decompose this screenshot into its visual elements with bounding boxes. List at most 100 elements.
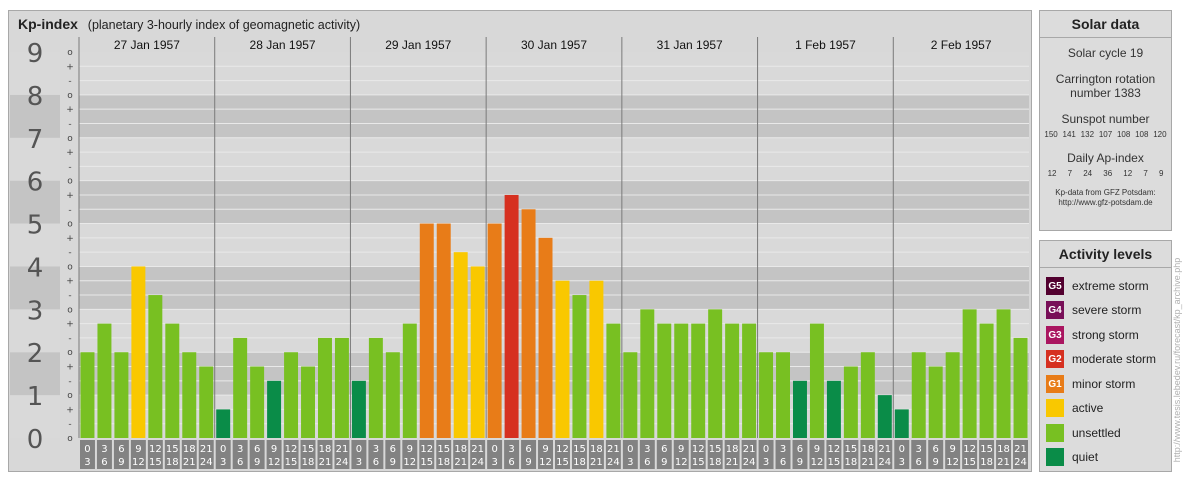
day-label: 27 Jan 1957 [114,38,180,52]
x-interval-end: 15 [149,457,162,468]
sub-tick-label: + [66,277,74,287]
kp-bar [97,323,112,438]
x-interval-start: 0 [84,444,90,455]
legend-item-g1: G1 minor storm [1046,375,1135,393]
x-interval-cell [181,440,197,469]
x-interval-cell [843,440,859,469]
sub-tick-label: - [68,162,71,172]
kp-bar [911,352,926,438]
x-interval-cell [826,440,842,469]
x-interval-start: 12 [963,444,976,455]
x-interval-cell [300,440,316,469]
x-interval-start: 0 [220,444,226,455]
kp-bar [470,266,485,438]
kp-bar [691,323,706,438]
y-band [10,395,60,438]
legend-swatch: G2 [1046,350,1064,368]
kp-bar [487,223,502,438]
activity-levels-panel: Activity levels G5 extreme storm G4 seve… [1039,240,1172,472]
x-interval-end: 21 [590,457,603,468]
x-interval-start: 18 [183,444,196,455]
x-interval-end: 21 [997,457,1010,468]
plot-band [79,309,1029,353]
x-interval-end: 24 [607,457,620,468]
sub-tick-label: - [68,420,71,430]
x-interval-end: 9 [661,457,667,468]
kp-bar [606,323,621,438]
x-interval-end: 6 [780,457,786,468]
kp-bar [165,323,180,438]
x-interval-end: 6 [916,457,922,468]
x-interval-end: 3 [627,457,633,468]
y-band [10,266,60,310]
watermark-text: http://www.tesis.lebedev.ru/forecast/kp_… [1172,257,1182,463]
day-label: 1 Feb 1957 [795,38,856,52]
sunspot-value: 120 [1153,130,1167,139]
x-interval-end: 24 [878,457,891,468]
x-interval-end: 15 [692,457,705,468]
sub-tick-label: + [66,105,74,115]
sub-tick-label: + [66,363,74,373]
x-interval-cell [232,440,248,469]
kp-bar [284,352,299,438]
y-tick-label: 5 [27,211,44,241]
x-interval-start: 0 [763,444,769,455]
x-interval-cell [962,440,978,469]
solar-data-panel: Solar data Solar cycle 19 Carrington rot… [1039,10,1172,231]
x-interval-cell [453,440,469,469]
x-interval-start: 21 [200,444,213,455]
day-label: 30 Jan 1957 [521,38,587,52]
x-interval-start: 15 [980,444,993,455]
y-band [10,352,60,396]
x-interval-cell [911,440,927,469]
x-interval-cell [266,440,282,469]
x-interval-cell [96,440,112,469]
y-band [10,137,60,181]
x-interval-start: 3 [373,444,379,455]
x-interval-start: 21 [471,444,484,455]
chart-subtitle: (planetary 3-hourly index of geomagnetic… [87,18,361,32]
ap-value: 9 [1158,169,1164,178]
sub-tick-label: - [68,377,71,387]
sub-tick-label: + [66,405,74,415]
legend-item-unsettled: unsettled [1046,424,1121,442]
ap-value: 36 [1103,169,1113,178]
x-interval-start: 9 [271,444,277,455]
kp-bar [589,280,604,438]
sub-tick-label: o [67,177,73,187]
credit-link[interactable]: http://www.gfz-potsdam.de [1058,198,1153,207]
x-interval-start: 18 [726,444,739,455]
chart-title-main: Kp-index [18,16,78,32]
x-interval-cell [198,440,214,469]
chart-title: Kp-index (planetary 3-hourly index of ge… [18,16,360,32]
sub-tick-label: o [67,262,73,272]
credit-line1: Kp-data from GFZ Potsdam: [1055,188,1156,197]
x-interval-cell [419,440,435,469]
sub-tick-label: o [67,220,73,230]
legend-swatch: G3 [1046,326,1064,344]
kp-bar [199,366,214,438]
x-interval-cell [487,440,503,469]
x-interval-cell [283,440,299,469]
x-interval-cell [317,440,333,469]
x-interval-start: 12 [556,444,569,455]
x-interval-start: 6 [254,444,260,455]
x-interval-cell [758,440,774,469]
x-interval-cell [1013,440,1028,469]
kp-bar [674,323,689,438]
x-interval-start: 18 [454,444,467,455]
sub-tick-label: - [68,77,71,87]
x-interval-cell [979,440,995,469]
legend-item-g3: G3 strong storm [1046,326,1139,344]
y-tick-label: 9 [27,39,44,69]
sub-tick-label: o [67,91,73,101]
x-interval-end: 15 [285,457,298,468]
x-interval-cell [147,440,163,469]
x-interval-cell [555,440,570,469]
x-interval-cell [690,440,706,469]
x-interval-start: 12 [420,444,433,455]
x-interval-cell [538,440,553,469]
kp-bar [708,309,723,438]
sunspot-value: 150 [1044,130,1058,139]
ap-value: 24 [1083,169,1093,178]
